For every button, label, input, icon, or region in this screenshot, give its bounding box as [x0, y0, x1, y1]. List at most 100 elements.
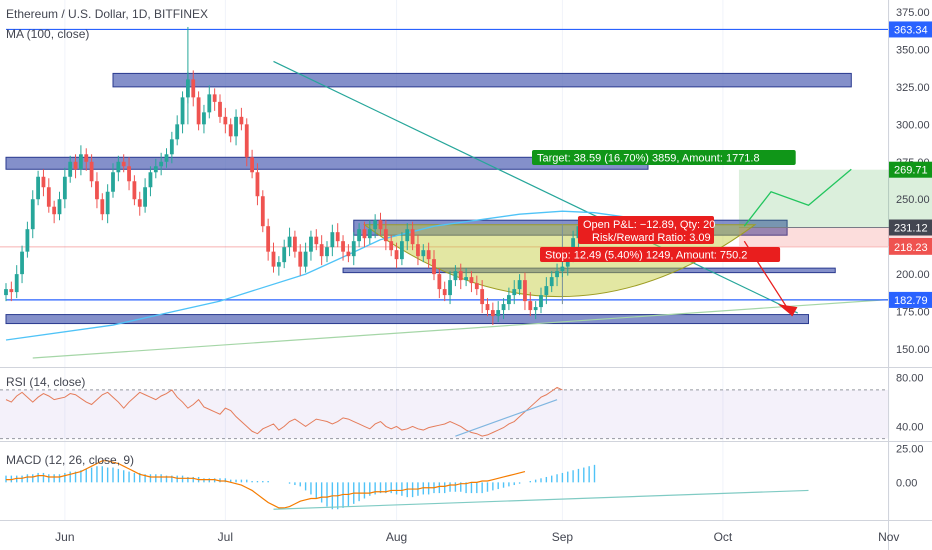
- candle-body: [30, 199, 35, 230]
- rsi-line: [5, 386, 563, 437]
- candle: [309, 230, 313, 261]
- candle: [196, 91, 201, 131]
- candle: [303, 242, 308, 273]
- candle: [426, 242, 431, 269]
- candle: [276, 256, 281, 276]
- candle: [383, 220, 388, 251]
- price-badge-bg: [889, 219, 932, 236]
- candle: [121, 154, 126, 173]
- projection-up-arrow: [743, 168, 852, 227]
- candle-body: [153, 166, 158, 173]
- macd-tick: 25.00: [896, 444, 924, 456]
- candle: [335, 223, 340, 248]
- candle-body: [464, 277, 468, 281]
- candle: [9, 281, 14, 302]
- candle: [105, 184, 110, 224]
- candle: [95, 172, 99, 209]
- candle: [223, 107, 228, 134]
- candle: [378, 212, 383, 236]
- candle-body: [255, 172, 260, 197]
- candle: [544, 277, 549, 305]
- pnl-label: Open P&L: −12.89, Qty: 20: [583, 219, 715, 231]
- price-tick: 325.00: [896, 82, 930, 94]
- ma-legend: MA (100, close): [6, 27, 90, 41]
- time-tick: Nov: [878, 530, 899, 544]
- candle-body: [335, 232, 340, 242]
- price-badge: 218.23: [894, 242, 928, 254]
- candle: [512, 280, 517, 305]
- candle-body: [490, 310, 495, 317]
- candle: [490, 302, 495, 326]
- candle: [100, 193, 105, 221]
- candle: [212, 88, 217, 111]
- candle: [25, 221, 30, 258]
- candle-body: [95, 181, 99, 200]
- candle: [159, 152, 164, 176]
- candle-body: [148, 172, 153, 188]
- candle: [239, 107, 244, 131]
- candle: [266, 218, 271, 261]
- candle-body: [539, 295, 543, 308]
- candle: [153, 158, 158, 179]
- candle: [442, 281, 447, 302]
- candle: [523, 272, 527, 311]
- candle-body: [89, 161, 94, 182]
- candle-body: [84, 154, 89, 162]
- time-tick: Sep: [552, 530, 574, 544]
- candle: [287, 227, 292, 257]
- candle: [362, 221, 367, 248]
- candle-body: [57, 199, 62, 215]
- candle-body: [132, 181, 137, 200]
- candle: [549, 271, 554, 293]
- candle-body: [351, 241, 356, 257]
- candle-body: [68, 161, 73, 177]
- candle-body: [9, 289, 14, 293]
- candle-body: [453, 271, 458, 281]
- candle-body: [330, 232, 335, 248]
- candle-body: [121, 161, 126, 167]
- candle: [68, 155, 73, 183]
- candle: [293, 230, 297, 258]
- candle-body: [480, 289, 485, 305]
- candle-body: [469, 277, 474, 284]
- candle-body: [228, 124, 233, 137]
- macd-legend: MACD (12, 26, close, 9): [6, 453, 135, 467]
- candle-body: [36, 176, 40, 200]
- price-tick: 350.00: [896, 44, 930, 56]
- candle-body: [298, 251, 303, 267]
- candle: [132, 175, 137, 206]
- target-label-bg: [532, 150, 796, 165]
- candle: [496, 301, 501, 323]
- candle-body: [196, 97, 201, 125]
- candle: [202, 104, 206, 134]
- candle: [46, 178, 51, 213]
- candle-body: [523, 280, 527, 302]
- candle-body: [175, 124, 180, 140]
- candle-body: [250, 157, 254, 173]
- candle: [250, 149, 254, 179]
- candle: [400, 232, 404, 266]
- time-tick: Jul: [218, 530, 233, 544]
- candle-body: [410, 229, 415, 245]
- candle-body: [105, 191, 110, 215]
- candle: [416, 235, 420, 266]
- candle: [41, 169, 46, 197]
- candle: [319, 235, 324, 266]
- pnl-label-bg: [578, 216, 714, 244]
- price-badge: 269.71: [894, 165, 928, 177]
- candle: [228, 118, 233, 143]
- candle: [282, 239, 287, 269]
- candle-body: [111, 172, 115, 192]
- candle: [180, 91, 185, 134]
- candle: [410, 221, 415, 251]
- candle: [244, 118, 249, 167]
- candle: [191, 70, 196, 107]
- candle: [164, 148, 169, 168]
- candle-body: [496, 310, 501, 317]
- price-tick: 150.00: [896, 344, 930, 356]
- target-label: Target: 38.59 (16.70%) 3859, Amount: 177…: [537, 153, 760, 165]
- candle: [458, 263, 463, 290]
- candle-body: [309, 236, 313, 252]
